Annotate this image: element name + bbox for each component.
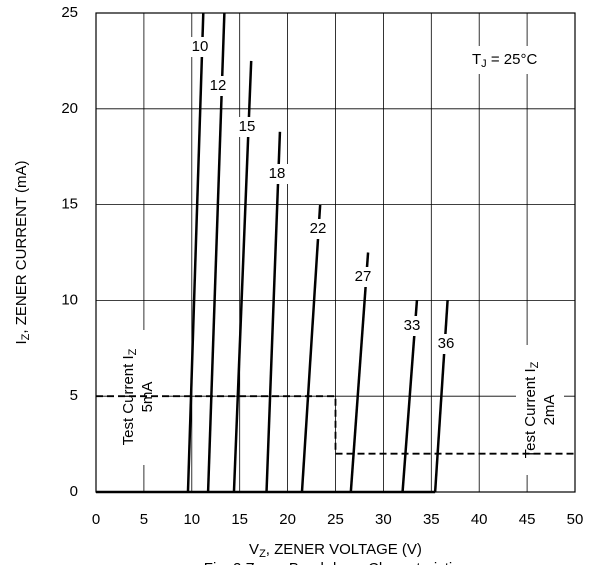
series-label-bg (351, 267, 375, 287)
x-tick-label: 50 (567, 511, 584, 528)
y-tick-label: 0 (70, 483, 78, 500)
series-line (96, 395, 575, 455)
series-label-bg (188, 37, 212, 57)
x-tick-label: 20 (279, 511, 296, 528)
series-label: 36 (438, 335, 455, 352)
y-tick-label: 20 (61, 100, 78, 117)
chart-title: Fig. 2 Zener Breakdown Characteristics (204, 560, 467, 565)
annotation-part: Test Current I (120, 355, 137, 445)
series-line (433, 300, 449, 493)
y-axis-label-part: I (13, 340, 30, 344)
annotation-text-part: = 25°C (487, 51, 538, 68)
annotation-text: 2mA (541, 395, 558, 426)
x-axis-label-part: Z (259, 548, 266, 560)
series-line (300, 204, 322, 493)
annotation-text-part: T (472, 51, 481, 68)
series-label: 12 (210, 77, 227, 94)
y-tick-label: 5 (70, 387, 78, 404)
x-tick-label: 40 (471, 511, 488, 528)
annotation-text: 5mA (139, 382, 156, 413)
annotation-text: Test Current IZ (120, 348, 139, 445)
series-line (265, 131, 282, 493)
annotation-text-part: J (481, 58, 487, 70)
annotation-part: Z (127, 348, 139, 355)
x-tick-label: 35 (423, 511, 440, 528)
series-line (349, 252, 370, 493)
y-tick-label: 25 (61, 4, 78, 21)
x-tick-label: 0 (92, 511, 100, 528)
y-axis-label-part: Z (20, 333, 32, 340)
x-axis-label-part: , ZENER VOLTAGE (V) (266, 541, 422, 558)
series-label: 27 (355, 268, 372, 285)
x-tick-label: 45 (519, 511, 536, 528)
x-axis-label: VZ, ZENER VOLTAGE (V) (249, 541, 422, 560)
y-tick-label: 15 (61, 196, 78, 213)
y-axis-label-part: , ZENER CURRENT (mA) (13, 161, 30, 334)
x-tick-label: 10 (183, 511, 200, 528)
series-label-bg (306, 219, 330, 239)
y-axis-label: IZ, ZENER CURRENT (mA) (13, 161, 32, 345)
x-tick-label: 25 (327, 511, 344, 528)
x-tick-label: 30 (375, 511, 392, 528)
annotation-bg (108, 330, 168, 465)
series-label: 18 (269, 165, 286, 182)
annotation-text: TJ = 25°C (472, 51, 537, 70)
series-line (186, 12, 205, 493)
series-label: 10 (192, 38, 209, 55)
y-tick-label: 10 (61, 291, 78, 308)
annotation-part: Test Current I (522, 368, 539, 458)
series-label: 33 (404, 317, 421, 334)
annotation-text: Test Current IZ (522, 361, 541, 458)
series-label: 15 (239, 118, 256, 135)
series-label-bg (206, 76, 230, 96)
x-tick-label: 5 (140, 511, 148, 528)
series-label-bg (434, 334, 458, 354)
series-label: 22 (310, 220, 327, 237)
annotation-bg (466, 46, 564, 74)
series-label-bg (265, 164, 289, 184)
x-tick-label: 15 (231, 511, 248, 528)
x-axis-label-part: V (249, 541, 259, 558)
series-label-bg (400, 316, 424, 336)
annotation-part: Z (529, 361, 541, 368)
series-label-bg (235, 117, 259, 137)
